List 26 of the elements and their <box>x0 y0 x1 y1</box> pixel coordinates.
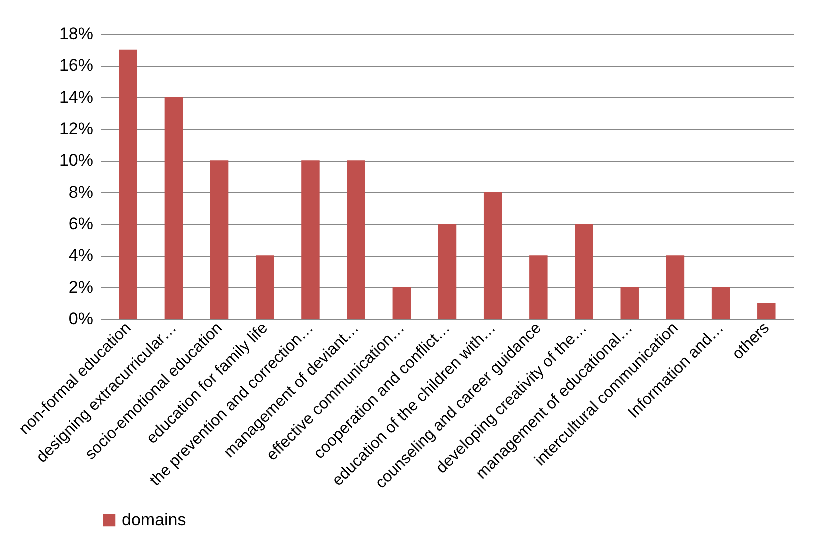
bar <box>164 97 184 319</box>
bar <box>666 256 685 319</box>
bar <box>712 287 730 319</box>
y-tick-label: 8% <box>68 182 94 202</box>
bar <box>119 50 138 319</box>
bar <box>256 256 274 319</box>
bar <box>392 287 412 319</box>
y-tick-label: 0% <box>68 310 94 328</box>
y-tick-label: 2% <box>68 278 94 297</box>
legend-label: domains <box>122 510 186 530</box>
bar <box>620 287 639 319</box>
y-tick-label: 6% <box>68 214 94 234</box>
y-tick-label: 4% <box>68 246 94 266</box>
bar <box>530 256 548 319</box>
y-tick-label: 10% <box>59 151 94 170</box>
bar <box>575 224 594 319</box>
bar <box>484 192 502 319</box>
bar <box>210 160 229 319</box>
bar <box>758 303 776 319</box>
y-tick-label: 12% <box>59 120 94 138</box>
y-tick-label: 18% <box>59 24 94 44</box>
y-tick-label: 16% <box>59 56 94 76</box>
bar <box>438 224 457 319</box>
bar <box>347 160 366 319</box>
y-tick-label: 14% <box>59 88 94 107</box>
bar <box>302 160 320 319</box>
